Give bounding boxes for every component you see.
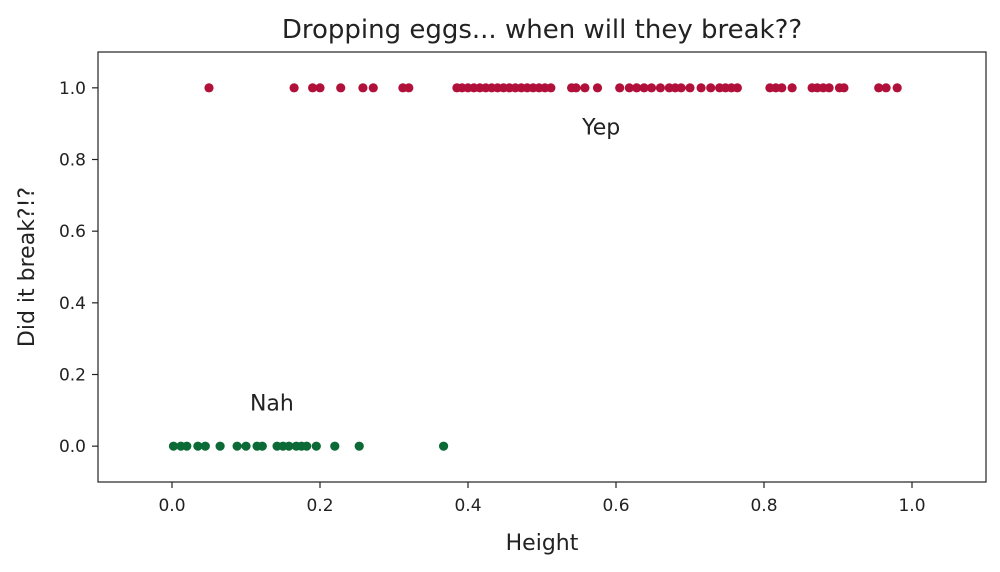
data-point <box>438 441 449 451</box>
data-point <box>204 83 214 93</box>
data-point <box>404 83 414 93</box>
x-tick-label: 0.4 <box>454 496 481 516</box>
data-point <box>200 441 210 451</box>
data-point <box>685 83 695 93</box>
data-point <box>330 441 340 451</box>
data-point <box>241 441 251 451</box>
y-tick-label: 0.6 <box>59 222 86 242</box>
x-tick-label: 0.6 <box>602 496 629 516</box>
data-point <box>624 83 634 93</box>
annotation-label: Yep <box>581 115 620 140</box>
data-point <box>368 83 378 93</box>
x-axis-title: Height <box>506 531 579 556</box>
data-point <box>732 83 742 93</box>
data-point <box>592 83 603 93</box>
data-point <box>655 83 666 93</box>
data-point <box>302 441 312 451</box>
y-tick-label: 0.0 <box>59 437 86 457</box>
data-point <box>639 83 649 93</box>
data-point <box>874 83 884 93</box>
data-point <box>215 441 225 451</box>
chart-title: Dropping eggs... when will they break?? <box>282 15 802 45</box>
data-point <box>696 83 706 93</box>
data-point <box>839 83 849 93</box>
data-point <box>777 83 787 93</box>
y-axis: 0.0 0.2 0.4 0.6 0.8 1.0 <box>59 79 98 457</box>
data-point <box>284 441 294 451</box>
annotation-label: Nah <box>250 391 294 416</box>
data-point <box>646 83 657 93</box>
data-point <box>354 441 364 451</box>
data-point <box>546 83 556 93</box>
data-point <box>193 441 203 451</box>
data-point <box>787 83 797 93</box>
data-point <box>580 83 590 93</box>
data-point <box>232 441 242 451</box>
annotations: Yep Nah <box>250 115 620 416</box>
data-point <box>706 83 716 93</box>
y-tick-label: 0.4 <box>59 294 86 314</box>
data-point <box>289 83 299 93</box>
y-tick-label: 0.2 <box>59 366 86 386</box>
data-point <box>676 83 686 93</box>
x-tick-label: 0.0 <box>158 496 185 516</box>
data-point <box>824 83 834 93</box>
data-point <box>182 441 192 451</box>
x-tick-label: 0.2 <box>306 496 333 516</box>
data-point <box>315 83 325 93</box>
data-point <box>358 83 368 93</box>
plot-frame <box>97 51 987 483</box>
data-point <box>257 441 267 451</box>
data-point <box>168 441 179 451</box>
x-tick-label: 0.8 <box>750 496 777 516</box>
data-point <box>881 83 891 93</box>
y-axis-title: Did it break?!? <box>15 187 40 347</box>
data-point <box>311 441 321 451</box>
y-tick-label: 1.0 <box>59 79 86 99</box>
data-point <box>892 83 902 93</box>
data-point <box>336 83 346 93</box>
data-point <box>632 83 642 93</box>
x-axis: 0.0 0.2 0.4 0.6 0.8 1.0 <box>158 482 926 516</box>
x-tick-label: 1.0 <box>898 496 925 516</box>
y-tick-label: 0.8 <box>59 151 86 171</box>
data-point <box>571 83 581 93</box>
data-point <box>308 83 318 93</box>
data-points <box>168 83 902 451</box>
data-point <box>615 83 625 93</box>
